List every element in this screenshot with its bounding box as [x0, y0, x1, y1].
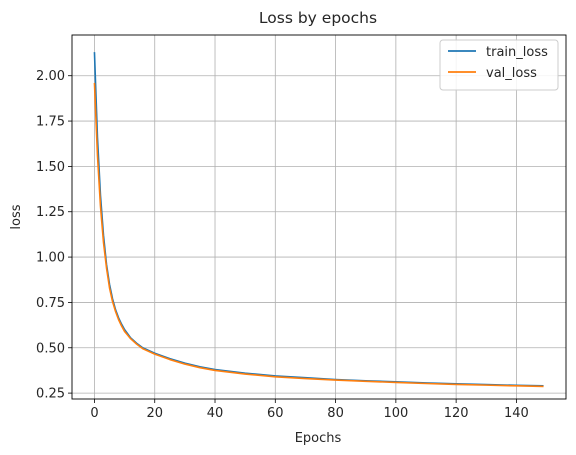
x-tick-label: 100: [383, 406, 408, 421]
x-tick-label: 20: [146, 406, 163, 421]
series-line-val_loss: [93, 82, 544, 388]
y-tick-label: 1.25: [36, 205, 65, 220]
y-tick-label: 0.50: [36, 341, 65, 356]
x-tick-label: 0: [90, 406, 98, 421]
x-tick-label: 120: [444, 406, 469, 421]
ticks: 0 20 40 60 80 100 120 140 0.25 0.50 0.75 1.00 1.25 1.…: [36, 69, 529, 421]
y-tick-label: 0.25: [36, 387, 65, 402]
y-tick-label: 0.75: [36, 296, 65, 311]
y-tick-label: 1.00: [36, 251, 65, 266]
series-lines: [93, 52, 544, 388]
legend-label-train_loss: train_loss: [486, 45, 548, 60]
chart-title: Loss by epochs: [259, 9, 377, 27]
x-tick-label: 40: [207, 406, 224, 421]
x-tick-label: 140: [504, 406, 529, 421]
legend: train_loss val_loss: [439, 39, 559, 91]
x-tick-label: 80: [327, 406, 344, 421]
legend-box: [439, 39, 559, 91]
y-tick-label: 1.75: [36, 115, 65, 130]
x-axis-label: Epochs: [295, 431, 342, 446]
legend-label-val_loss: val_loss: [486, 66, 537, 81]
grid: [72, 35, 566, 399]
y-tick-label: 2.00: [36, 69, 65, 84]
plot-frame: [71, 34, 567, 400]
y-axis-label: loss: [9, 204, 24, 229]
x-tick-label: 60: [267, 406, 284, 421]
y-tick-label: 1.50: [36, 160, 65, 175]
